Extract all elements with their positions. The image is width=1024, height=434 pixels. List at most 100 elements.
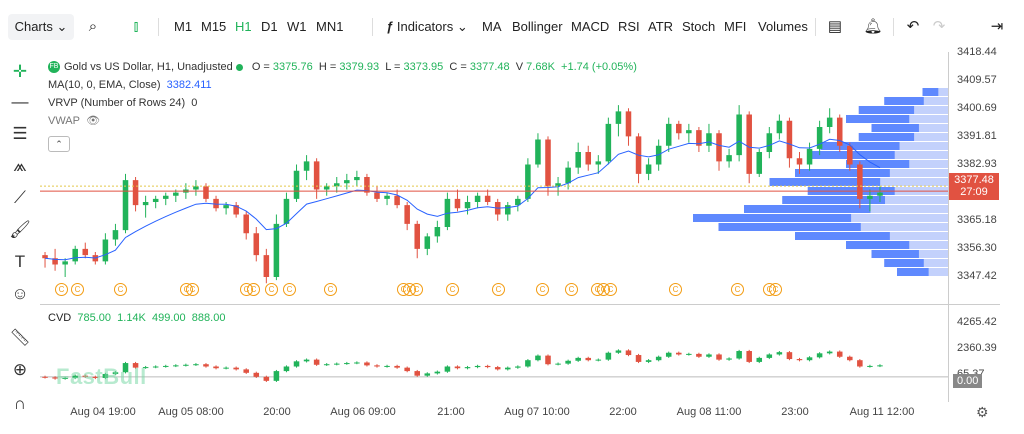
candle-body [816, 127, 823, 149]
candle-body [132, 180, 139, 206]
study-mfi[interactable]: MFI [724, 19, 747, 34]
economic-event-marker[interactable]: C [565, 283, 578, 296]
economic-event-marker[interactable]: C [283, 283, 296, 296]
brush-icon[interactable]: 🖌︎ [9, 220, 31, 239]
candle-body [223, 205, 229, 209]
undo-icon[interactable]: ↶ [906, 18, 920, 35]
economic-event-marker[interactable]: C [604, 283, 617, 296]
alert-bell-icon[interactable]: 🔔︎ [863, 18, 883, 35]
exit-fullscreen-icon[interactable]: ⇥ [990, 18, 1004, 35]
candle-body [213, 198, 219, 209]
study-volumes[interactable]: Volumes [758, 19, 808, 34]
economic-event-marker[interactable]: C [669, 283, 682, 296]
symbol-title[interactable]: Gold vs US Dollar, H1, Unadjusted [64, 61, 233, 73]
economic-event-marker[interactable]: C [55, 283, 68, 296]
horizontal-line-icon[interactable]: — [11, 92, 29, 111]
layout-icon[interactable]: ▤ [827, 18, 843, 35]
timeframe-d1[interactable]: D1 [261, 19, 278, 34]
cvd-candle [686, 353, 692, 355]
timeframe-w1[interactable]: W1 [287, 19, 307, 34]
volume-profile-bar-core [693, 214, 852, 222]
study-bollinger[interactable]: Bollinger [512, 19, 563, 34]
fib-levels-icon[interactable]: ☰ [12, 124, 28, 143]
volume-profile-bar-core [769, 178, 881, 186]
trend-line-icon[interactable]: ⟋ [14, 188, 26, 207]
charts-dropdown[interactable]: Charts ⌄ [8, 14, 74, 40]
text-tool-icon[interactable]: T [14, 252, 26, 271]
cvd-candle [505, 367, 511, 370]
cvd-candle [243, 369, 249, 373]
economic-event-marker[interactable]: C [536, 283, 549, 296]
ma-row[interactable]: MA(10, 0, EMA, Close) 3382.411 [48, 76, 637, 94]
eye-hidden-icon[interactable]: 👁︎ [86, 115, 101, 127]
timeframe-mn1[interactable]: MN1 [316, 19, 344, 34]
cvd-candle [826, 351, 833, 354]
study-atr[interactable]: ATR [648, 19, 674, 34]
timeframe-m1[interactable]: M1 [174, 19, 193, 34]
economic-event-marker[interactable]: C [769, 283, 782, 296]
price-axis[interactable]: 3418.44 3409.57 3400.69 3391.81 3382.93 … [948, 46, 1001, 402]
cvd-candle [313, 359, 320, 365]
low-value: 3373.95 [403, 61, 444, 73]
magnet-icon[interactable]: ∩ [13, 394, 27, 413]
cvd-candle [796, 359, 803, 361]
timeframe-h1[interactable]: H1 [235, 19, 252, 34]
economic-event-marker[interactable]: C [492, 283, 505, 296]
settings-gear-icon[interactable]: ⚙ [976, 404, 989, 420]
time-axis[interactable]: Aug 04 19:00 Aug 05 08:00 20:00 Aug 06 09:0… [40, 402, 948, 422]
economic-event-marker[interactable]: C [114, 283, 127, 296]
economic-event-marker[interactable]: C [247, 283, 260, 296]
economic-event-marker[interactable]: C [186, 283, 199, 296]
economic-event-marker[interactable]: C [265, 283, 278, 296]
study-ma[interactable]: MA [482, 19, 502, 34]
cvd-candle [525, 360, 531, 367]
cvd-candle [263, 376, 270, 381]
candle-body [786, 120, 793, 159]
pattern-icon[interactable]: ⩕ [13, 156, 27, 175]
candle-body [595, 161, 602, 165]
economic-event-marker[interactable]: C [446, 283, 459, 296]
indicators-button[interactable]: ƒ Indicators ⌄ [386, 14, 468, 40]
candle-body [665, 123, 672, 146]
pane-separator[interactable] [40, 304, 1000, 305]
cvd-candle [404, 367, 410, 372]
search-icon[interactable]: ⌕ [88, 18, 98, 35]
study-macd[interactable]: MACD [571, 19, 610, 34]
candle-body [344, 180, 350, 184]
economic-event-marker[interactable]: C [410, 283, 423, 296]
candle-body [716, 133, 722, 162]
cvd-candle [122, 363, 129, 373]
economic-event-marker[interactable]: C [731, 283, 744, 296]
cvd-candle [434, 371, 441, 374]
cvd-candle [42, 376, 48, 378]
candle-body [746, 114, 752, 174]
ruler-icon[interactable]: 📏︎ [9, 328, 31, 347]
candle-body [303, 161, 310, 171]
emoji-icon[interactable]: ☺ [11, 284, 29, 303]
candlestick-type-icon[interactable]: ⫾ [133, 18, 139, 35]
time-tick: Aug 06 09:00 [330, 406, 396, 418]
cvd-candle [384, 365, 390, 367]
vrvp-row[interactable]: VRVP (Number of Rows 24) 0 [48, 94, 637, 112]
time-tick: Aug 05 08:00 [158, 406, 224, 418]
collapse-legend-button[interactable]: ⌃ [48, 136, 70, 152]
timeframe-m15[interactable]: M15 [201, 19, 227, 34]
economic-event-marker[interactable]: C [71, 283, 84, 296]
study-rsi[interactable]: RSI [618, 19, 640, 34]
candle-body [756, 152, 763, 174]
candle-body [323, 186, 330, 190]
price-tick: 3365.18 [957, 214, 997, 226]
redo-icon[interactable]: ↷ [932, 18, 946, 35]
study-stoch[interactable]: Stoch [682, 19, 716, 34]
economic-event-marker[interactable]: C [324, 283, 337, 296]
crosshair-icon[interactable]: ✛ [12, 62, 28, 81]
vwap-row[interactable]: VWAP 👁︎ [48, 112, 637, 130]
price-chart[interactable] [40, 52, 948, 402]
chevron-down-icon: ⌄ [56, 19, 68, 34]
top-toolbar: Charts ⌄ ⌕ ⫾ M1 M15 H1 D1 W1 MN1 ƒ Indic… [0, 0, 1024, 52]
candle-body [545, 139, 551, 187]
candle-body [203, 186, 209, 199]
zoom-in-icon[interactable]: ⊕ [12, 360, 28, 379]
vrvp-value: 0 [191, 97, 198, 109]
volume-profile-bar-core [846, 241, 910, 249]
